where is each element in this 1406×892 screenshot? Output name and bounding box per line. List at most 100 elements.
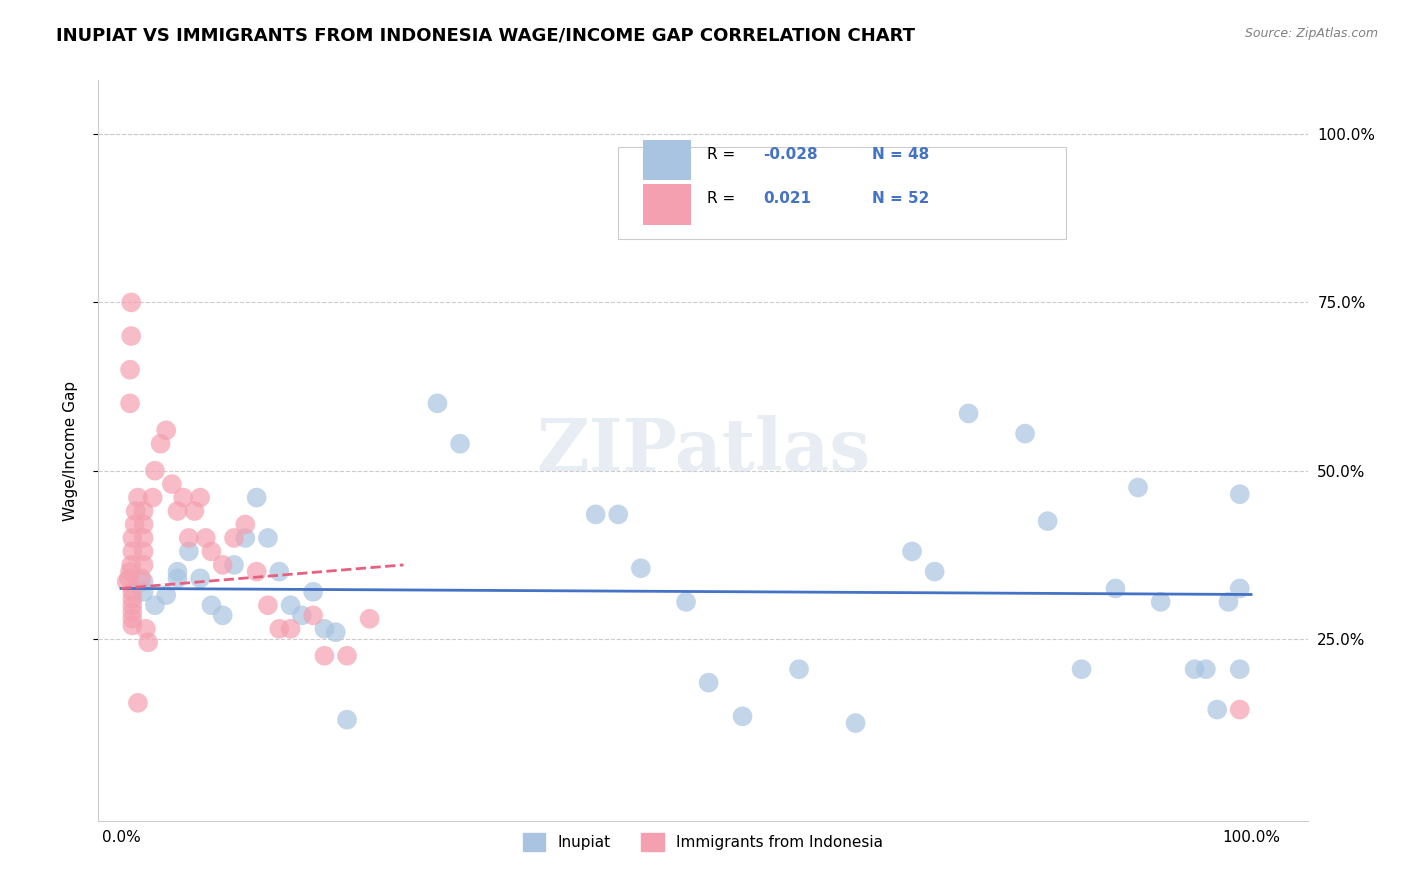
Point (280, 599, 302, 613)
Point (222, 531, 245, 545)
Point (183, 504, 205, 518)
Point (731, 709, 754, 723)
Point (155, 423, 177, 437)
Point (246, 565, 269, 579)
Point (120, 396, 142, 410)
Point (1036, 514, 1059, 528)
Point (160, 477, 183, 491)
Point (901, 544, 924, 558)
Text: N = 48: N = 48 (872, 147, 929, 161)
Point (1150, 595, 1173, 609)
Point (787, 662, 810, 676)
Point (302, 608, 325, 623)
Point (142, 491, 165, 505)
Point (200, 599, 222, 613)
Point (132, 574, 155, 589)
Point (675, 211, 697, 226)
Point (585, 508, 607, 522)
Point (280, 622, 302, 636)
Point (1126, 481, 1149, 495)
Point (135, 622, 157, 636)
Point (957, 407, 980, 421)
Point (132, 531, 155, 545)
Point (172, 491, 194, 505)
Point (136, 635, 159, 649)
Point (1014, 426, 1036, 441)
Point (211, 558, 233, 572)
Point (1195, 662, 1218, 676)
Point (1206, 703, 1229, 717)
Point (211, 608, 233, 623)
Point (121, 618, 143, 632)
Text: INUPIAT VS IMMIGRANTS FROM INDONESIA WAGE/INCOME GAP CORRELATION CHART: INUPIAT VS IMMIGRANTS FROM INDONESIA WAG… (56, 27, 915, 45)
Point (121, 584, 143, 599)
Text: ZIPatlas: ZIPatlas (536, 415, 870, 486)
Point (1229, 487, 1251, 501)
Point (222, 558, 245, 572)
Point (132, 584, 155, 599)
Point (302, 584, 325, 599)
Text: R =: R = (707, 147, 740, 161)
Point (607, 508, 630, 522)
Point (143, 599, 166, 613)
Point (125, 504, 148, 518)
Point (121, 531, 143, 545)
Point (132, 504, 155, 518)
Y-axis label: Wage/Income Gap: Wage/Income Gap (63, 380, 77, 521)
Point (120, 329, 142, 343)
Point (115, 574, 138, 589)
Point (1184, 662, 1206, 676)
Text: 0.021: 0.021 (763, 191, 811, 206)
Point (449, 436, 471, 450)
Point (177, 544, 200, 558)
Text: Source: ZipAtlas.com: Source: ZipAtlas.com (1244, 27, 1378, 40)
Point (120, 565, 142, 579)
Point (121, 599, 143, 613)
Point (121, 591, 143, 606)
Point (1104, 582, 1126, 596)
Point (314, 622, 336, 636)
Text: R =: R = (707, 191, 740, 206)
Point (121, 605, 143, 619)
Point (1229, 582, 1251, 596)
Point (120, 558, 142, 572)
Legend: Inupiat, Immigrants from Indonesia: Inupiat, Immigrants from Indonesia (516, 827, 890, 857)
Point (1218, 595, 1240, 609)
Point (336, 713, 359, 727)
Point (121, 544, 143, 558)
Point (143, 464, 166, 478)
Point (359, 612, 381, 626)
Point (120, 295, 142, 310)
Point (149, 436, 172, 450)
Point (166, 571, 188, 585)
Point (166, 504, 188, 518)
Point (1229, 662, 1251, 676)
Point (132, 517, 155, 532)
Point (121, 612, 143, 626)
Point (845, 716, 868, 731)
Point (325, 625, 347, 640)
Point (246, 491, 269, 505)
Point (131, 571, 153, 585)
FancyBboxPatch shape (643, 184, 690, 225)
Point (233, 517, 256, 532)
Point (257, 531, 280, 545)
Point (155, 588, 177, 602)
Point (630, 561, 652, 575)
Point (924, 565, 946, 579)
Point (166, 565, 188, 579)
Point (336, 648, 359, 663)
Point (177, 531, 200, 545)
FancyBboxPatch shape (643, 139, 690, 180)
Point (269, 622, 291, 636)
Point (188, 571, 211, 585)
Point (426, 396, 449, 410)
Point (127, 491, 149, 505)
Point (291, 608, 314, 623)
Point (314, 648, 336, 663)
Point (697, 675, 720, 690)
Point (269, 565, 291, 579)
Point (194, 531, 217, 545)
Point (675, 595, 697, 609)
Point (1229, 703, 1251, 717)
